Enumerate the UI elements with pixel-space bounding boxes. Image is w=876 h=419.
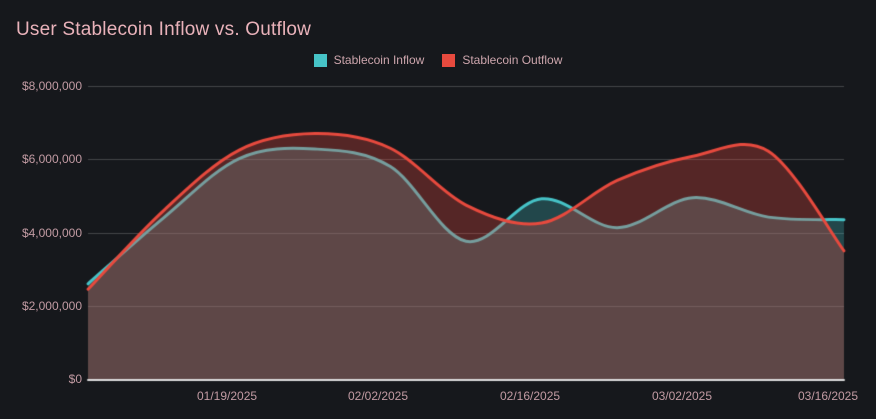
chart-title: User Stablecoin Inflow vs. Outflow <box>16 19 312 40</box>
y-tick-label: $8,000,000 <box>21 79 82 93</box>
y-tick-label: $2,000,000 <box>21 298 82 313</box>
legend-label-outflow: Stablecoin Outflow <box>462 53 563 67</box>
outflow-swatch <box>442 53 456 67</box>
legend-item-outflow[interactable]: Stablecoin Outflow <box>442 53 562 67</box>
legend-item-inflow[interactable]: Stablecoin Inflow <box>313 53 425 67</box>
y-tick-label: $0 <box>68 372 82 386</box>
legend-label-inflow: Stablecoin Inflow <box>333 53 425 67</box>
x-tick-label: 02/02/2025 <box>347 389 409 403</box>
x-tick-label: 02/16/2025 <box>500 389 561 403</box>
inflow-swatch <box>313 53 327 67</box>
y-tick-label: $4,000,000 <box>21 225 82 240</box>
x-tick-label: 03/02/2025 <box>651 389 713 403</box>
x-tick-label: 01/19/2025 <box>196 389 258 403</box>
legend: Stablecoin Inflow Stablecoin Outflow <box>0 53 876 67</box>
x-tick-label: 03/16/2025 <box>797 389 859 403</box>
y-tick-label: $6,000,000 <box>21 152 82 167</box>
